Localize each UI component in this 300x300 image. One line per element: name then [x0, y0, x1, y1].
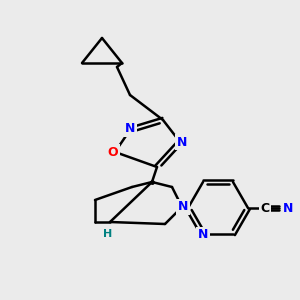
Text: N: N	[198, 229, 208, 242]
Text: O: O	[108, 146, 118, 158]
Text: N: N	[177, 136, 187, 148]
Text: N: N	[125, 122, 135, 136]
Text: N: N	[283, 202, 293, 214]
Text: C: C	[260, 202, 270, 214]
Text: N: N	[178, 200, 188, 214]
Text: H: H	[103, 229, 112, 239]
